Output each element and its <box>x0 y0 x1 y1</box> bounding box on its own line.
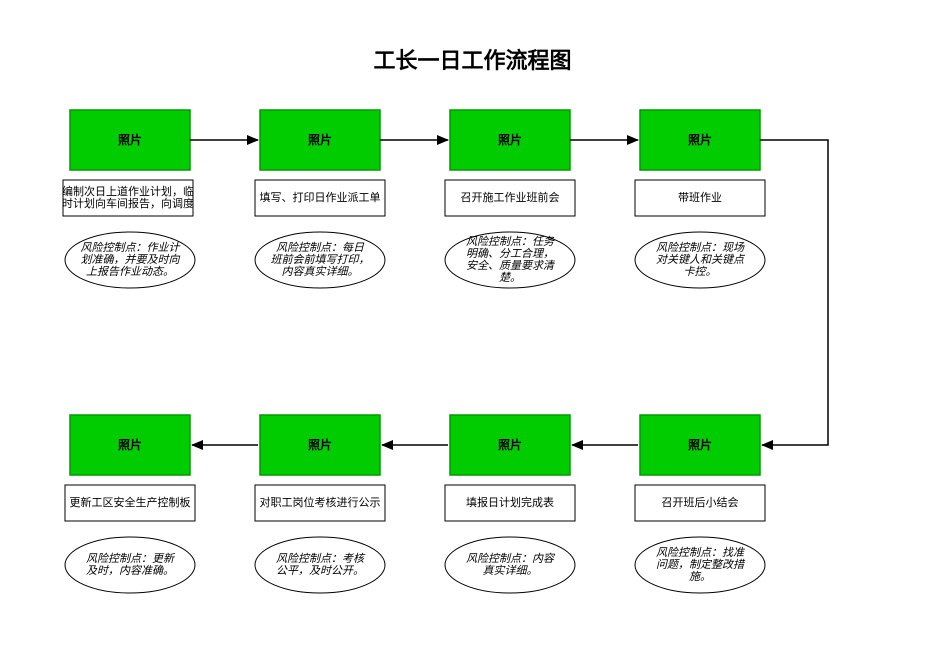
flowchart-canvas: 工长一日工作流程图照片编制次日上道作业计划，临时计划向车间报告，向调度风险控制点… <box>0 0 945 668</box>
flow-node-label-4: 照片 <box>688 132 712 147</box>
flow-node-label-5: 照片 <box>688 437 712 452</box>
flow-node-label-1: 照片 <box>118 132 142 147</box>
risk-text-4-1: 对关键人和关键点 <box>656 253 746 266</box>
flow-node-label-8: 照片 <box>118 437 142 452</box>
desc-text-1-1: 时计划向车间报告，向调度 <box>62 196 194 210</box>
flow-node-label-7: 照片 <box>308 437 332 452</box>
flow-arrow-3 <box>760 140 828 445</box>
desc-text-4-0: 带班作业 <box>678 191 722 204</box>
risk-text-3-2: 安全、质量要求清 <box>466 259 556 272</box>
desc-text-3-0: 召开施工作业班前会 <box>461 190 560 204</box>
risk-text-2-1: 班前会前填写打印， <box>271 253 370 266</box>
desc-text-1-0: 编制次日上道作业计划，临 <box>62 184 194 198</box>
risk-text-8-0: 风险控制点：更新 <box>86 552 176 565</box>
risk-text-6-1: 真实详细。 <box>483 564 538 577</box>
desc-text-8-0: 更新工区安全生产控制板 <box>70 495 191 509</box>
flow-node-label-3: 照片 <box>498 132 522 147</box>
risk-text-1-1: 划准确，并要及时向 <box>81 253 181 266</box>
diagram-title: 工长一日工作流程图 <box>373 48 571 73</box>
risk-text-5-0: 风险控制点：找准 <box>656 546 746 559</box>
risk-text-6-0: 风险控制点：内容 <box>466 552 556 565</box>
risk-text-2-0: 风险控制点：每日 <box>276 241 365 254</box>
risk-text-5-2: 施。 <box>689 570 711 583</box>
risk-text-7-0: 风险控制点：考核 <box>276 552 366 565</box>
desc-text-7-0: 对职工岗位考核进行公示 <box>260 495 381 509</box>
flow-node-label-6: 照片 <box>498 437 522 452</box>
risk-text-4-2: 卡控。 <box>684 265 717 278</box>
risk-text-3-1: 明确、分工合理， <box>466 247 554 260</box>
risk-text-3-3: 楚。 <box>499 271 521 284</box>
risk-text-1-0: 风险控制点：作业计 <box>81 241 181 254</box>
desc-text-5-0: 召开班后小结会 <box>662 496 739 509</box>
risk-text-2-2: 内容真实详细。 <box>282 265 359 278</box>
risk-text-1-2: 上报告作业动态。 <box>86 265 174 278</box>
desc-text-2-0: 填写、打印日作业派工单 <box>260 190 381 204</box>
flow-node-label-2: 照片 <box>308 132 332 147</box>
risk-text-4-0: 风险控制点：现场 <box>656 241 745 254</box>
desc-text-6-0: 填报日计划完成表 <box>466 495 554 509</box>
risk-text-3-0: 风险控制点：任务 <box>466 235 555 248</box>
risk-text-8-1: 及时，内容准确。 <box>86 564 174 577</box>
risk-text-7-1: 公平，及时公开。 <box>276 564 364 577</box>
risk-text-5-1: 问题，制定整改措 <box>656 558 746 571</box>
